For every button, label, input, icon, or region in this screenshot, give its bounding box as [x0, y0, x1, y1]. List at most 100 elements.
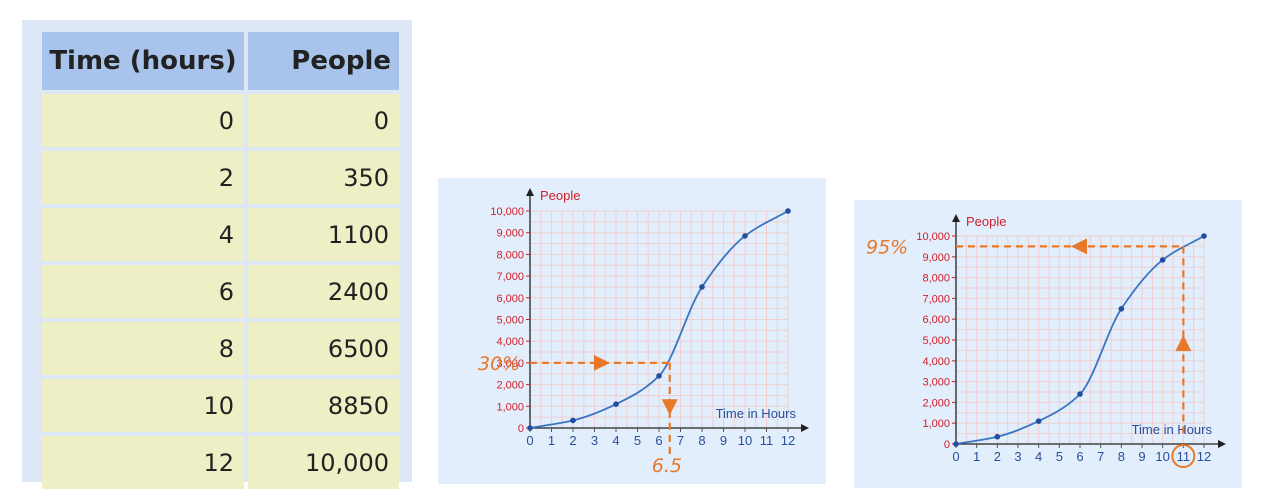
arrow-left-icon — [1071, 238, 1087, 255]
x-axis-arrow — [801, 424, 809, 432]
x-axis-label: Time in Hours — [716, 406, 797, 421]
x-tick-label: 4 — [612, 433, 619, 448]
data-point — [527, 425, 533, 431]
x-tick-label: 12 — [781, 433, 795, 448]
y-tick-label: 4,000 — [496, 336, 524, 348]
table-row: 2 350 — [42, 151, 399, 204]
y-axis-label: People — [966, 214, 1006, 229]
highlight-circle — [1171, 444, 1196, 468]
table-row: 4 1100 — [42, 208, 399, 261]
x-tick-label: 5 — [1056, 449, 1063, 464]
data-point — [1118, 306, 1125, 312]
y-tick-label: 5,000 — [496, 315, 524, 327]
x-tick-label: 12 — [1197, 449, 1211, 464]
y-tick-label: 10,000 — [490, 206, 524, 218]
x-tick-label: 8 — [1118, 449, 1125, 464]
table-header-row: Time (hours) People — [42, 32, 399, 90]
cell-time: 12 — [42, 436, 244, 489]
cell-people: 10,000 — [248, 436, 399, 489]
y-tick-label: 4,000 — [922, 356, 950, 368]
chart-30-percent: 0 1,000 2,000 3,000 4,000 5,000 6,000 7,000 8,00… — [438, 178, 826, 484]
x-tick-label: 7 — [1097, 449, 1104, 464]
x-tick-label: 10 — [1155, 449, 1169, 464]
data-point — [1035, 418, 1042, 424]
x-tick-label: 0 — [952, 449, 959, 464]
y-tick-label: 0 — [518, 423, 524, 435]
y-tick-label: 9,000 — [496, 228, 524, 240]
column-header-people: People — [248, 32, 399, 90]
y-axis-arrow — [526, 188, 534, 196]
y-tick-label: 8,000 — [922, 273, 950, 285]
y-tick-label: 7,000 — [496, 271, 524, 283]
x-axis-label: Time in Hours — [1132, 422, 1213, 437]
y-tick-label: 5,000 — [922, 335, 950, 347]
x-tick-label: 5 — [634, 433, 641, 448]
table-row: 8 6500 — [42, 322, 399, 375]
y-tick-label: 0 — [944, 439, 950, 451]
cell-time: 2 — [42, 151, 244, 204]
x-tick-label: 1 — [548, 433, 555, 448]
y-tick-label: 7,000 — [922, 293, 950, 305]
cell-time: 6 — [42, 265, 244, 318]
x-tick-label: 2 — [994, 449, 1001, 464]
arrow-down-icon — [661, 399, 678, 416]
cell-time: 4 — [42, 208, 244, 261]
x-tick-label: 11 — [1177, 449, 1191, 464]
cell-people: 8850 — [248, 379, 399, 432]
x-tick-label: 11 — [760, 433, 774, 448]
annotation-percent: 95% — [866, 236, 908, 258]
arrow-up-icon — [1175, 335, 1192, 352]
cell-people: 0 — [248, 94, 399, 147]
data-point — [785, 208, 791, 214]
data-point — [1201, 233, 1207, 239]
cell-people: 6500 — [248, 322, 399, 375]
x-tick-label: 9 — [720, 433, 727, 448]
chart-svg: 0 1,000 2,000 3,000 4,000 5,000 6,000 7,000 8,00… — [866, 214, 1226, 468]
data-point — [994, 433, 1001, 440]
data-point — [699, 284, 705, 290]
y-tick-label: 10,000 — [916, 231, 950, 243]
y-tick-label: 2,000 — [922, 397, 950, 409]
x-tick-label: 10 — [738, 433, 752, 448]
y-tick-label: 6,000 — [922, 314, 950, 326]
cell-people: 350 — [248, 151, 399, 204]
annotation-time: 6.5 — [652, 455, 682, 477]
data-point — [742, 233, 748, 239]
grid — [529, 210, 789, 429]
data-point — [1077, 391, 1083, 397]
x-tick-label: 6 — [1076, 449, 1083, 464]
arrow-right-icon — [593, 354, 610, 371]
table-row: 12 10,000 — [42, 436, 399, 489]
x-tick-label: 9 — [1138, 449, 1145, 464]
chart-svg: 0 1,000 2,000 3,000 4,000 5,000 6,000 7,000 8,00… — [478, 188, 809, 477]
x-tick-label: 4 — [1035, 449, 1042, 464]
x-tick-label: 1 — [973, 449, 980, 464]
x-tick-label: 7 — [677, 433, 684, 448]
y-tick-label: 3,000 — [922, 377, 950, 389]
cell-people: 1100 — [248, 208, 399, 261]
annotation-percent: 30% — [478, 353, 520, 375]
data-point — [1159, 257, 1166, 263]
y-axis-arrow — [952, 214, 960, 222]
y-tick-label: 1,000 — [922, 418, 950, 430]
y-axis-label: People — [540, 188, 580, 203]
data-point — [613, 401, 619, 407]
column-header-time: Time (hours) — [42, 32, 244, 90]
x-tick-label: 3 — [1014, 449, 1021, 464]
cell-people: 2400 — [248, 265, 399, 318]
y-tick-label: 1,000 — [496, 401, 524, 413]
x-tick-label: 8 — [698, 433, 705, 448]
y-tick-label: 2,000 — [496, 380, 524, 392]
y-tick-label: 6,000 — [496, 293, 524, 305]
grid — [955, 235, 1205, 445]
data-point — [656, 373, 662, 379]
chart-95-percent: 0 1,000 2,000 3,000 4,000 5,000 6,000 7,000 8,00… — [854, 200, 1242, 488]
cell-time: 10 — [42, 379, 244, 432]
y-tick-label: 9,000 — [922, 252, 950, 264]
x-axis-arrow — [1218, 440, 1226, 448]
cell-time: 8 — [42, 322, 244, 375]
x-tick-label: 0 — [526, 433, 533, 448]
